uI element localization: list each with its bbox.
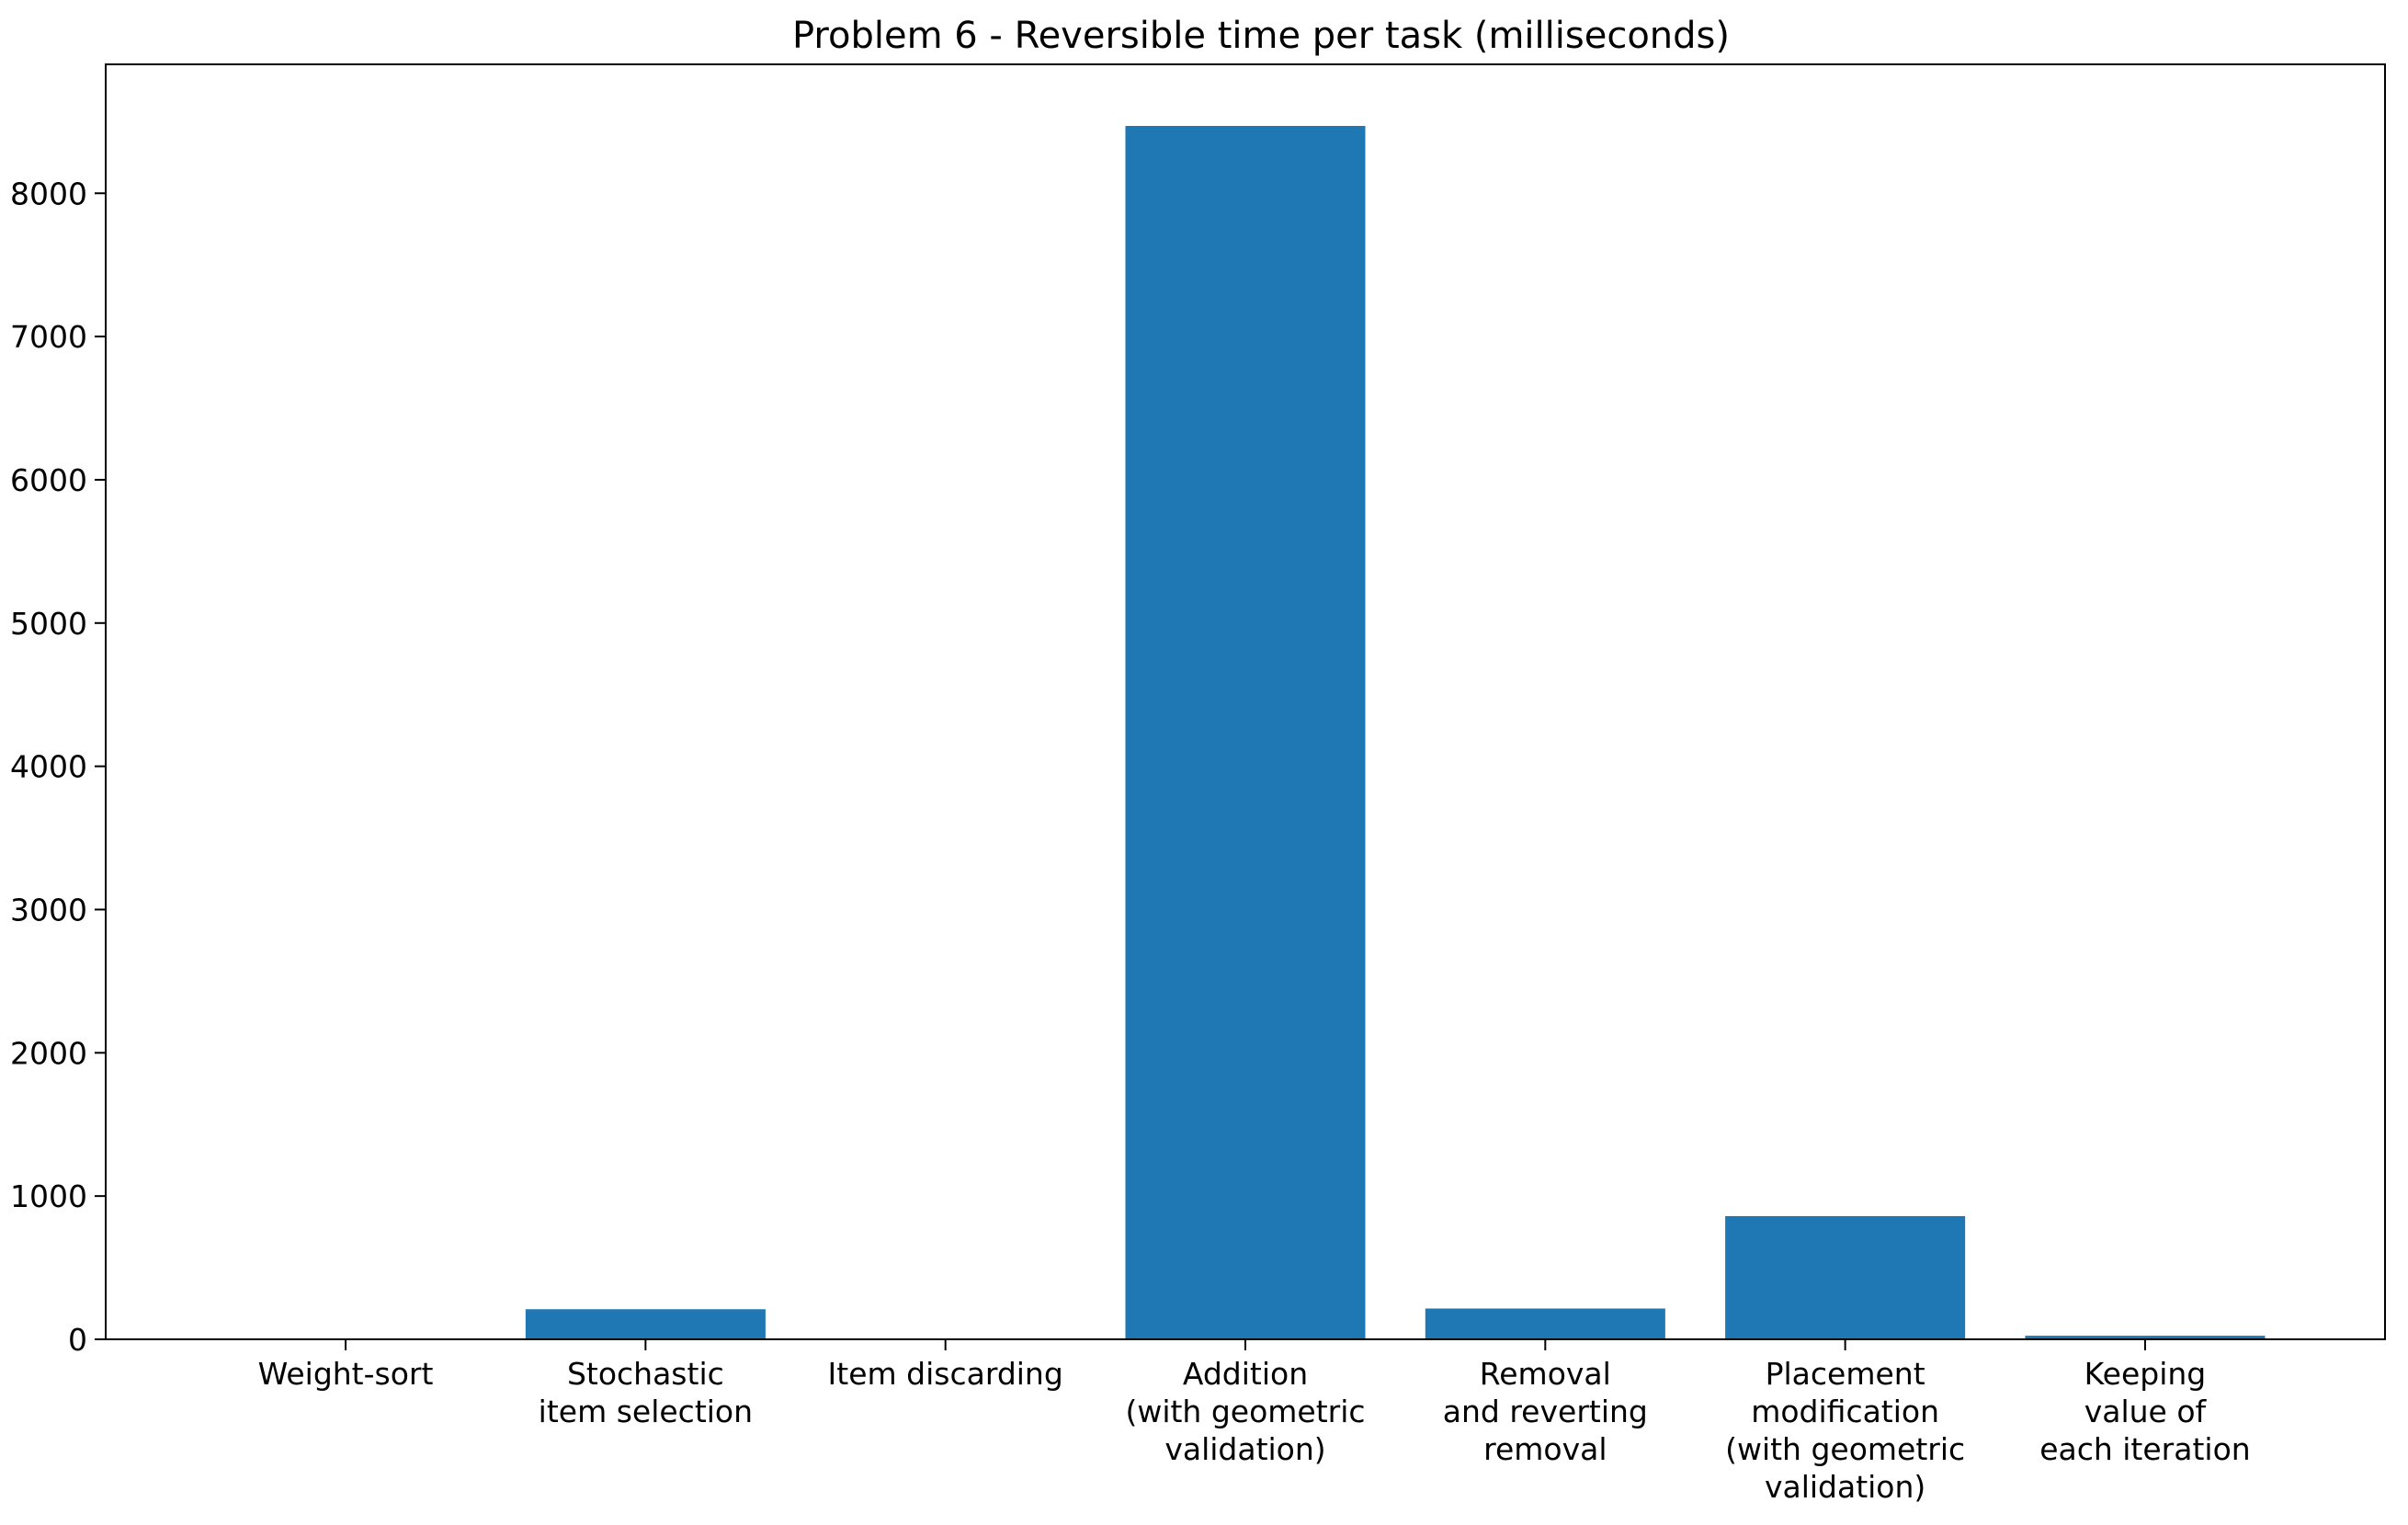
bar-5 <box>1725 1215 1966 1339</box>
x-tick-label: each iteration <box>2039 1431 2251 1467</box>
x-tick-label: Placement <box>1766 1356 1925 1392</box>
y-tick-label: 1000 <box>10 1178 87 1214</box>
x-tick-label: Stochastic <box>567 1356 724 1392</box>
y-axis: 0 1000 2000 3000 4000 5000 6000 7000 8000 <box>10 176 106 1358</box>
bar-3 <box>1125 126 1366 1340</box>
y-tick-label: 5000 <box>10 606 87 642</box>
x-tick-label: Keeping <box>2084 1356 2207 1392</box>
x-tick-label: and reverting <box>1443 1394 1648 1429</box>
bar-6 <box>2025 1336 2266 1339</box>
x-tick-label: modification <box>1751 1394 1939 1429</box>
x-tick-label: Removal <box>1480 1356 1611 1392</box>
y-tick-label: 7000 <box>10 319 87 355</box>
y-tick-label: 8000 <box>10 176 87 211</box>
y-tick-label: 4000 <box>10 749 87 785</box>
x-tick-label: validation) <box>1765 1469 1925 1505</box>
bar-1 <box>525 1309 766 1339</box>
plot-frame <box>105 63 2386 1340</box>
y-tick-label: 3000 <box>10 892 87 928</box>
x-tick-label: removal <box>1483 1431 1607 1467</box>
bars-group <box>225 126 2266 1340</box>
x-tick-label: (with geometric <box>1725 1431 1965 1467</box>
x-tick-label: item selection <box>539 1394 753 1429</box>
x-tick-label: Weight-sort <box>258 1356 434 1392</box>
x-tick-label: value of <box>2084 1394 2208 1429</box>
y-tick-label: 2000 <box>10 1035 87 1071</box>
x-tick-label: validation) <box>1164 1431 1325 1467</box>
chart-title: Problem 6 - Reversible time per task (mi… <box>792 15 1730 57</box>
x-tick-label: Item discarding <box>828 1356 1063 1392</box>
bar-4 <box>1425 1308 1665 1339</box>
y-tick-label: 0 <box>68 1322 87 1358</box>
x-tick-label: (with geometric <box>1125 1394 1365 1429</box>
y-tick-label: 6000 <box>10 462 87 498</box>
x-tick-label: Addition <box>1183 1356 1308 1392</box>
